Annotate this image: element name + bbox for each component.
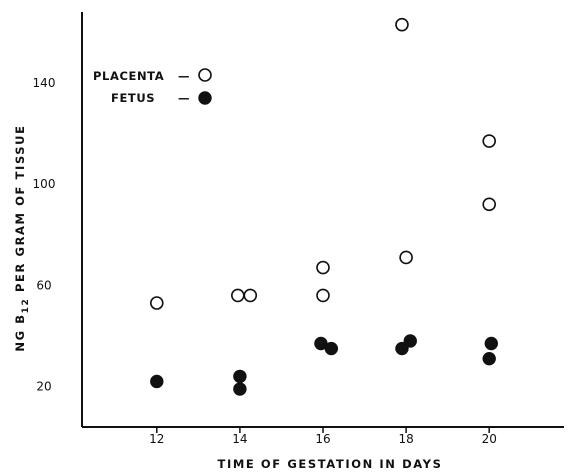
data-point-placenta [482,134,497,148]
legend-item-fetus: FETUS — [111,91,212,105]
y-axis-label-prefix: NG B [13,313,27,351]
y-tick-label: 100 [33,177,56,191]
y-axis-label-suffix: PER GRAM OF TISSUE [13,124,27,297]
x-axis-label: TIME OF GESTATION IN DAYS [218,457,443,471]
legend-label-placenta: PLACENTA [93,69,164,83]
data-point-fetus [403,334,417,348]
x-tick-label: 14 [232,432,247,446]
y-tick-label: 140 [33,76,56,90]
data-point-placenta [395,17,409,32]
x-tick-label: 16 [315,432,330,446]
x-tick-label: 12 [149,432,164,446]
data-point-fetus [233,369,247,384]
data-point-placenta [482,197,497,212]
data-point-fetus [482,351,496,366]
x-ticks: 12 14 16 18 20 [149,427,497,446]
data-point-placenta [316,288,330,303]
legend-dash-fetus: — [178,91,190,105]
data-points [149,17,498,396]
y-tick-label: 60 [36,278,51,292]
y-tick-label: 20 [36,380,51,394]
data-point-fetus [484,336,498,351]
y-axis-label-subscript: 12 [21,298,31,314]
y-axis-label: NG B12 PER GRAM OF TISSUE [13,124,31,351]
legend: PLACENTA — FETUS — [93,68,212,105]
data-point-placenta [399,250,413,265]
data-point-placenta [243,288,258,303]
data-point-fetus [324,341,339,356]
y-ticks: 20 60 100 140 [33,76,56,394]
legend-item-placenta: PLACENTA — [93,68,212,83]
x-tick-label: 18 [398,432,413,446]
data-point-placenta [149,296,164,310]
legend-label-fetus: FETUS [111,91,155,105]
legend-dash-placenta: — [178,69,190,83]
data-point-fetus [150,374,164,389]
legend-marker-open-circle [198,68,212,82]
data-point-placenta [316,260,330,275]
data-point-fetus [233,382,247,396]
data-point-placenta [231,288,245,303]
data-point-fetus [395,341,409,356]
legend-marker-filled-circle [198,91,212,105]
x-tick-label: 20 [482,432,497,446]
